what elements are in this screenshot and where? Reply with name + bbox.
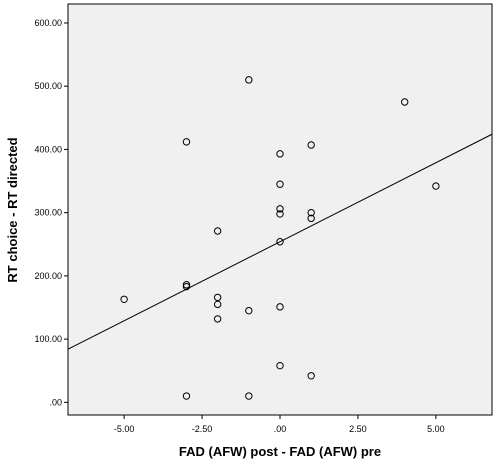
data-point — [182, 282, 191, 291]
x-axis-ticks: -5.00 -2.50 .00 2.50 5.00 — [114, 415, 445, 434]
data-point — [401, 98, 409, 106]
data-point — [213, 293, 222, 302]
data-point — [276, 205, 284, 213]
x-tick-label: 5.00 — [427, 424, 445, 434]
y-tick-label: 300.00 — [34, 208, 62, 218]
data-point — [182, 392, 191, 400]
data-points — [120, 76, 440, 400]
data-point — [307, 208, 315, 217]
x-tick-label: .00 — [274, 424, 287, 434]
data-point — [307, 141, 315, 149]
data-point — [182, 138, 191, 146]
data-point — [307, 214, 315, 223]
data-point — [245, 306, 253, 315]
x-tick-label: -5.00 — [114, 424, 135, 434]
y-tick-label: 600.00 — [34, 18, 62, 28]
x-tick-label: -2.50 — [192, 424, 213, 434]
y-tick-label: 500.00 — [34, 81, 62, 91]
data-point — [276, 361, 284, 370]
data-point — [276, 180, 284, 188]
data-point — [276, 303, 284, 311]
data-point — [120, 295, 128, 303]
data-point — [307, 372, 315, 380]
plot-content — [68, 76, 492, 400]
fit-line — [68, 133, 492, 350]
data-point — [245, 76, 253, 84]
y-axis-title: RT choice - RT directed — [5, 137, 20, 282]
data-point — [213, 300, 222, 309]
data-point — [432, 182, 440, 190]
y-tick-label: 100.00 — [34, 334, 62, 344]
y-tick-label: 200.00 — [34, 271, 62, 281]
data-point — [213, 315, 222, 323]
data-point — [182, 281, 191, 289]
data-point — [276, 210, 284, 218]
data-point — [245, 392, 253, 400]
plot-area — [67, 3, 493, 416]
data-point — [213, 227, 222, 235]
x-tick-label: 2.50 — [349, 424, 367, 434]
y-tick-label: 400.00 — [34, 144, 62, 154]
data-point — [276, 238, 284, 246]
y-tick-label: .00 — [49, 397, 62, 407]
y-axis-ticks: .00 100.00 200.00 300.00 400.00 500.00 600.00 — [34, 18, 68, 407]
data-point — [276, 150, 284, 158]
x-axis-title: FAD (AFW) post - FAD (AFW) pre — [179, 444, 381, 459]
